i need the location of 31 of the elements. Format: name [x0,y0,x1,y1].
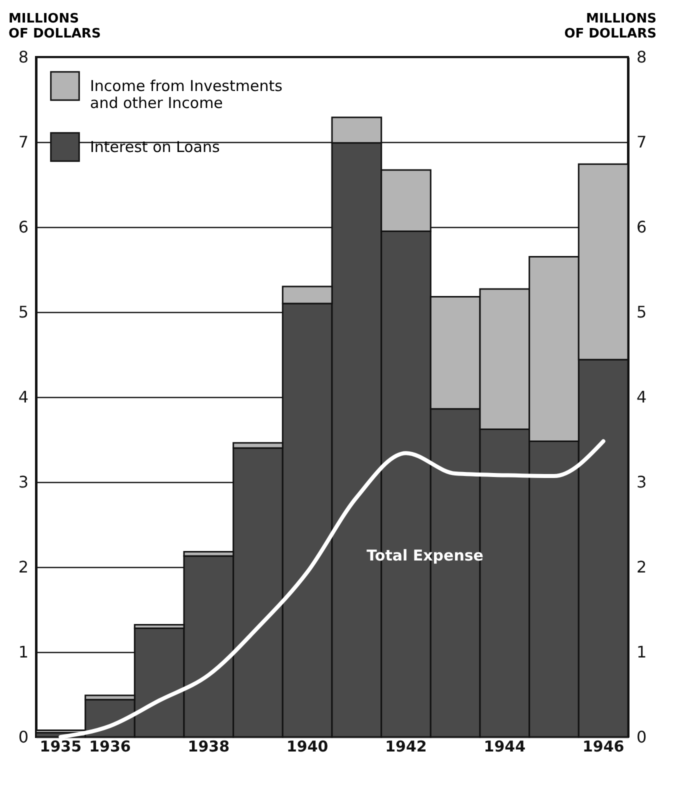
y-tick-label: 1 [18,642,28,662]
line-series [58,439,606,739]
x-tick-label: 1938 [188,738,230,756]
y-tick-label: 6 [18,218,28,236]
y-tick-label: 8 [18,48,28,66]
x-tick-label: 1942 [385,738,427,756]
y2-tick-label: 8 [636,48,647,66]
y-tick-label: 7 [18,132,28,152]
legend-label: Interest on Loans [90,138,220,156]
y2-tick-label: 2 [636,558,647,576]
x-tick-label: 1946 [582,738,624,756]
y2-tick-label: 6 [636,218,647,236]
y2-tick-label: 5 [636,302,647,322]
y2-axis-title: MILLIONS OF DOLLARS [564,12,656,42]
y2-tick-label: 7 [636,132,647,152]
x-tick-label: 1935 [40,738,82,756]
y-axis-title: MILLIONS OF DOLLARS [8,12,101,42]
legend-label: Income from Investments and other Income [90,77,283,112]
y2-tick-label: 3 [636,472,647,492]
y-tick-label: 5 [18,302,28,322]
x-tick-label: 1940 [286,738,328,756]
x-tick-label: 1936 [89,738,131,756]
y-tick-label: 4 [18,388,28,406]
y2-tick-label: 0 [636,728,647,746]
y-tick-label: 2 [18,558,28,576]
y2-tick-label: 1 [636,642,647,662]
y-tick-label: 3 [18,472,28,492]
y2-tick-label: 4 [636,388,647,406]
text: Total Expense [366,546,484,564]
x-tick-label: 1944 [484,738,526,756]
y-tick-label: 0 [18,728,28,746]
